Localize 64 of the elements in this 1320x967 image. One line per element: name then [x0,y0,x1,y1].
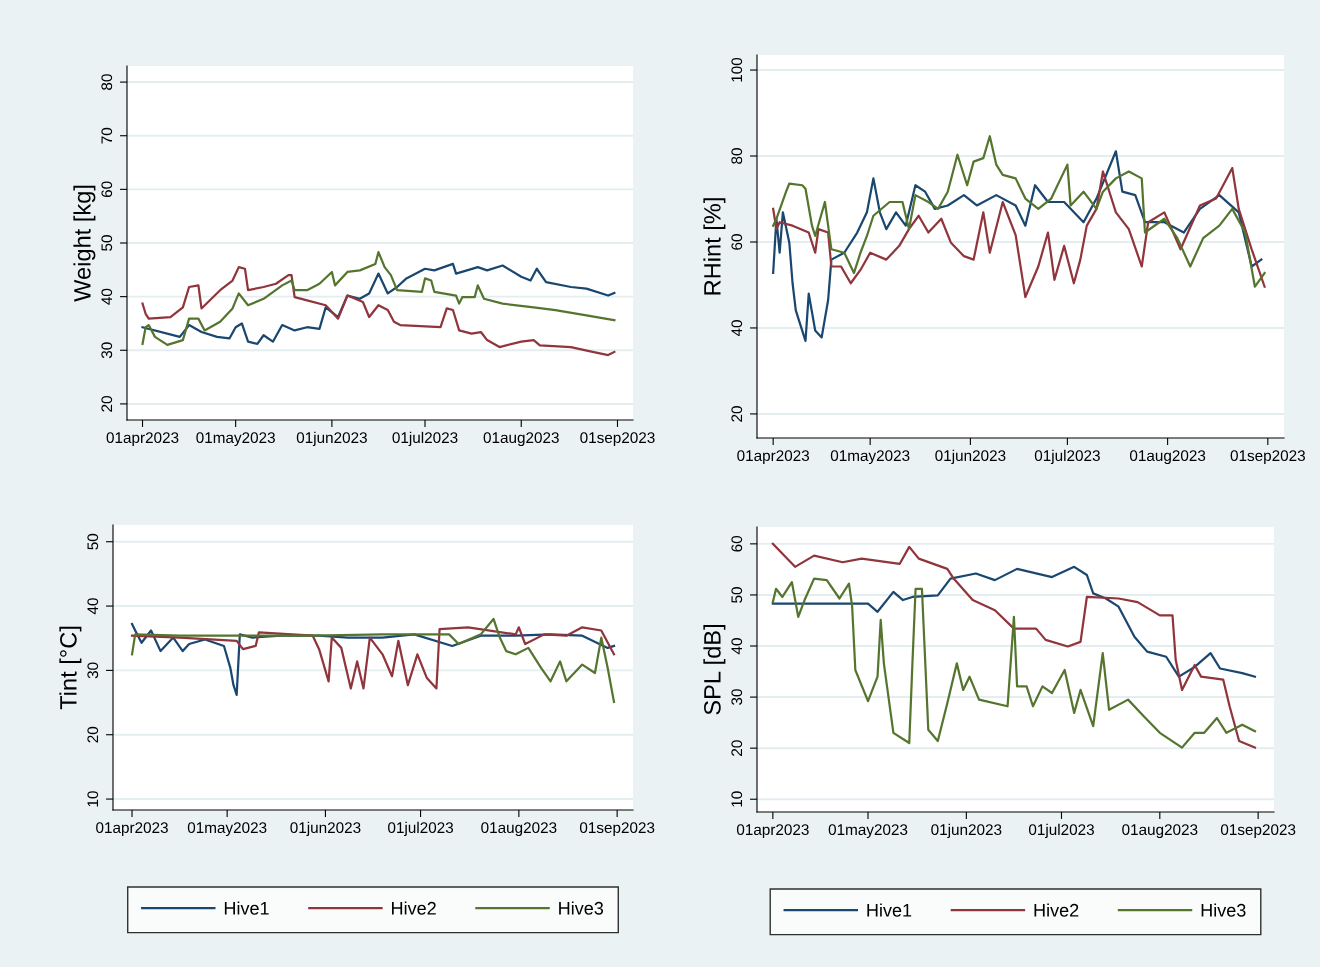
line-series [772,166,1266,299]
y-tick-label: 40 [731,320,743,337]
x-tick-label: 01jul2023 [388,821,454,837]
x-tick-label: 01aug2023 [1129,450,1206,465]
x-tick-label: 01sep2023 [1220,824,1296,839]
y-axis-title: Weight [kg] [73,185,96,302]
x-tick-label: 01jun2023 [290,821,361,837]
x-tick-label: 01may2023 [830,450,910,465]
legend-label: Hive3 [1201,903,1246,917]
y-tick-label: 20 [731,406,743,422]
y-tick-label: 40 [101,288,113,305]
x-tick-label: 01apr2023 [736,824,809,839]
line-series [772,135,1266,288]
y-tick-label: 70 [101,127,113,144]
line-series [141,266,616,357]
x-tick-label: 01aug2023 [1122,824,1198,839]
x-tick-label: 01jun2023 [296,431,367,447]
x-tick-label: 01sep2023 [1230,450,1305,465]
x-tick-label: 01may2023 [828,824,908,839]
x-tick-label: 01jul2023 [392,431,458,447]
x-tick-label: 01aug2023 [481,822,557,837]
y-tick-label: 50 [87,533,99,550]
x-tick-label: 01jun2023 [935,449,1006,465]
y-tick-label: 20 [101,396,113,412]
x-tick-label: 01jun2023 [931,823,1002,839]
y-axis-title: RHint [%] [703,198,726,295]
x-tick-label: 01apr2023 [737,450,810,465]
y-tick-label: 50 [101,235,113,251]
y-tick-label: 50 [731,587,743,603]
x-tick-label: 01may2023 [187,822,267,837]
x-tick-label: 01sep2023 [579,822,655,837]
line-series [772,150,1263,342]
y-tick-label: 60 [101,181,113,198]
y-axis-title: Tint [°C] [59,626,82,710]
x-tick-label: 01jul2023 [1028,823,1094,839]
line-series [771,542,1257,749]
y-tick-label: 10 [87,791,99,807]
y-tick-label: 60 [731,535,743,552]
y-tick-label: 30 [731,689,743,705]
line-series [771,565,1257,678]
y-tick-label: 30 [87,662,99,679]
legend-label: Hive1 [867,903,912,917]
legend-label: Hive2 [1034,903,1079,917]
y-tick-label: 20 [731,740,743,756]
x-tick-label: 01aug2023 [483,432,559,447]
x-tick-label: 01sep2023 [580,432,655,447]
y-tick-label: 40 [731,638,743,655]
y-tick-label: 80 [731,148,743,164]
x-tick-label: 01may2023 [196,432,275,447]
y-tick-label: 30 [101,342,113,359]
y-tick-label: 100 [731,57,743,82]
legend-label: Hive1 [224,901,269,915]
y-tick-label: 40 [87,598,99,615]
y-tick-label: 80 [101,74,113,90]
y-axis-title: SPL [dB] [703,625,726,715]
y-tick-label: 20 [87,726,99,743]
legend-label: Hive2 [392,901,436,915]
x-tick-label: 01apr2023 [106,432,179,447]
line-series [771,577,1257,749]
x-tick-label: 01jul2023 [1034,449,1100,465]
legend-label: Hive3 [559,901,604,915]
y-tick-label: 10 [731,791,743,807]
x-tick-label: 01apr2023 [96,822,168,837]
y-tick-label: 60 [731,234,743,250]
